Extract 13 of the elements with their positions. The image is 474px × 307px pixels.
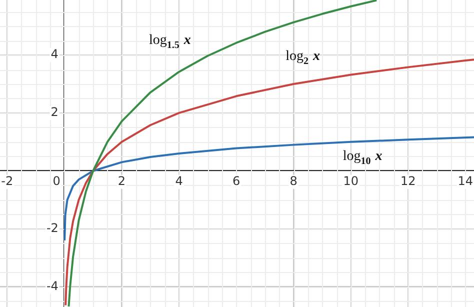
y-tick-label: -4 — [46, 278, 58, 293]
x-tick-label: 6 — [232, 174, 240, 188]
x-tick-label: 12 — [400, 174, 416, 188]
x-tick-label: 2 — [118, 174, 126, 188]
x-tick-label: 4 — [175, 174, 183, 188]
x-tick-label: 14 — [458, 174, 474, 188]
y-tick-label: 2 — [50, 105, 58, 120]
x-tick-label: 0 — [52, 174, 60, 188]
x-tick-label: 10 — [343, 174, 358, 188]
x-tick-label: 8 — [290, 174, 298, 188]
x-tick-label: -2 — [1, 174, 14, 188]
y-tick-label: -2 — [46, 220, 58, 235]
y-tick-label: 4 — [50, 47, 58, 62]
